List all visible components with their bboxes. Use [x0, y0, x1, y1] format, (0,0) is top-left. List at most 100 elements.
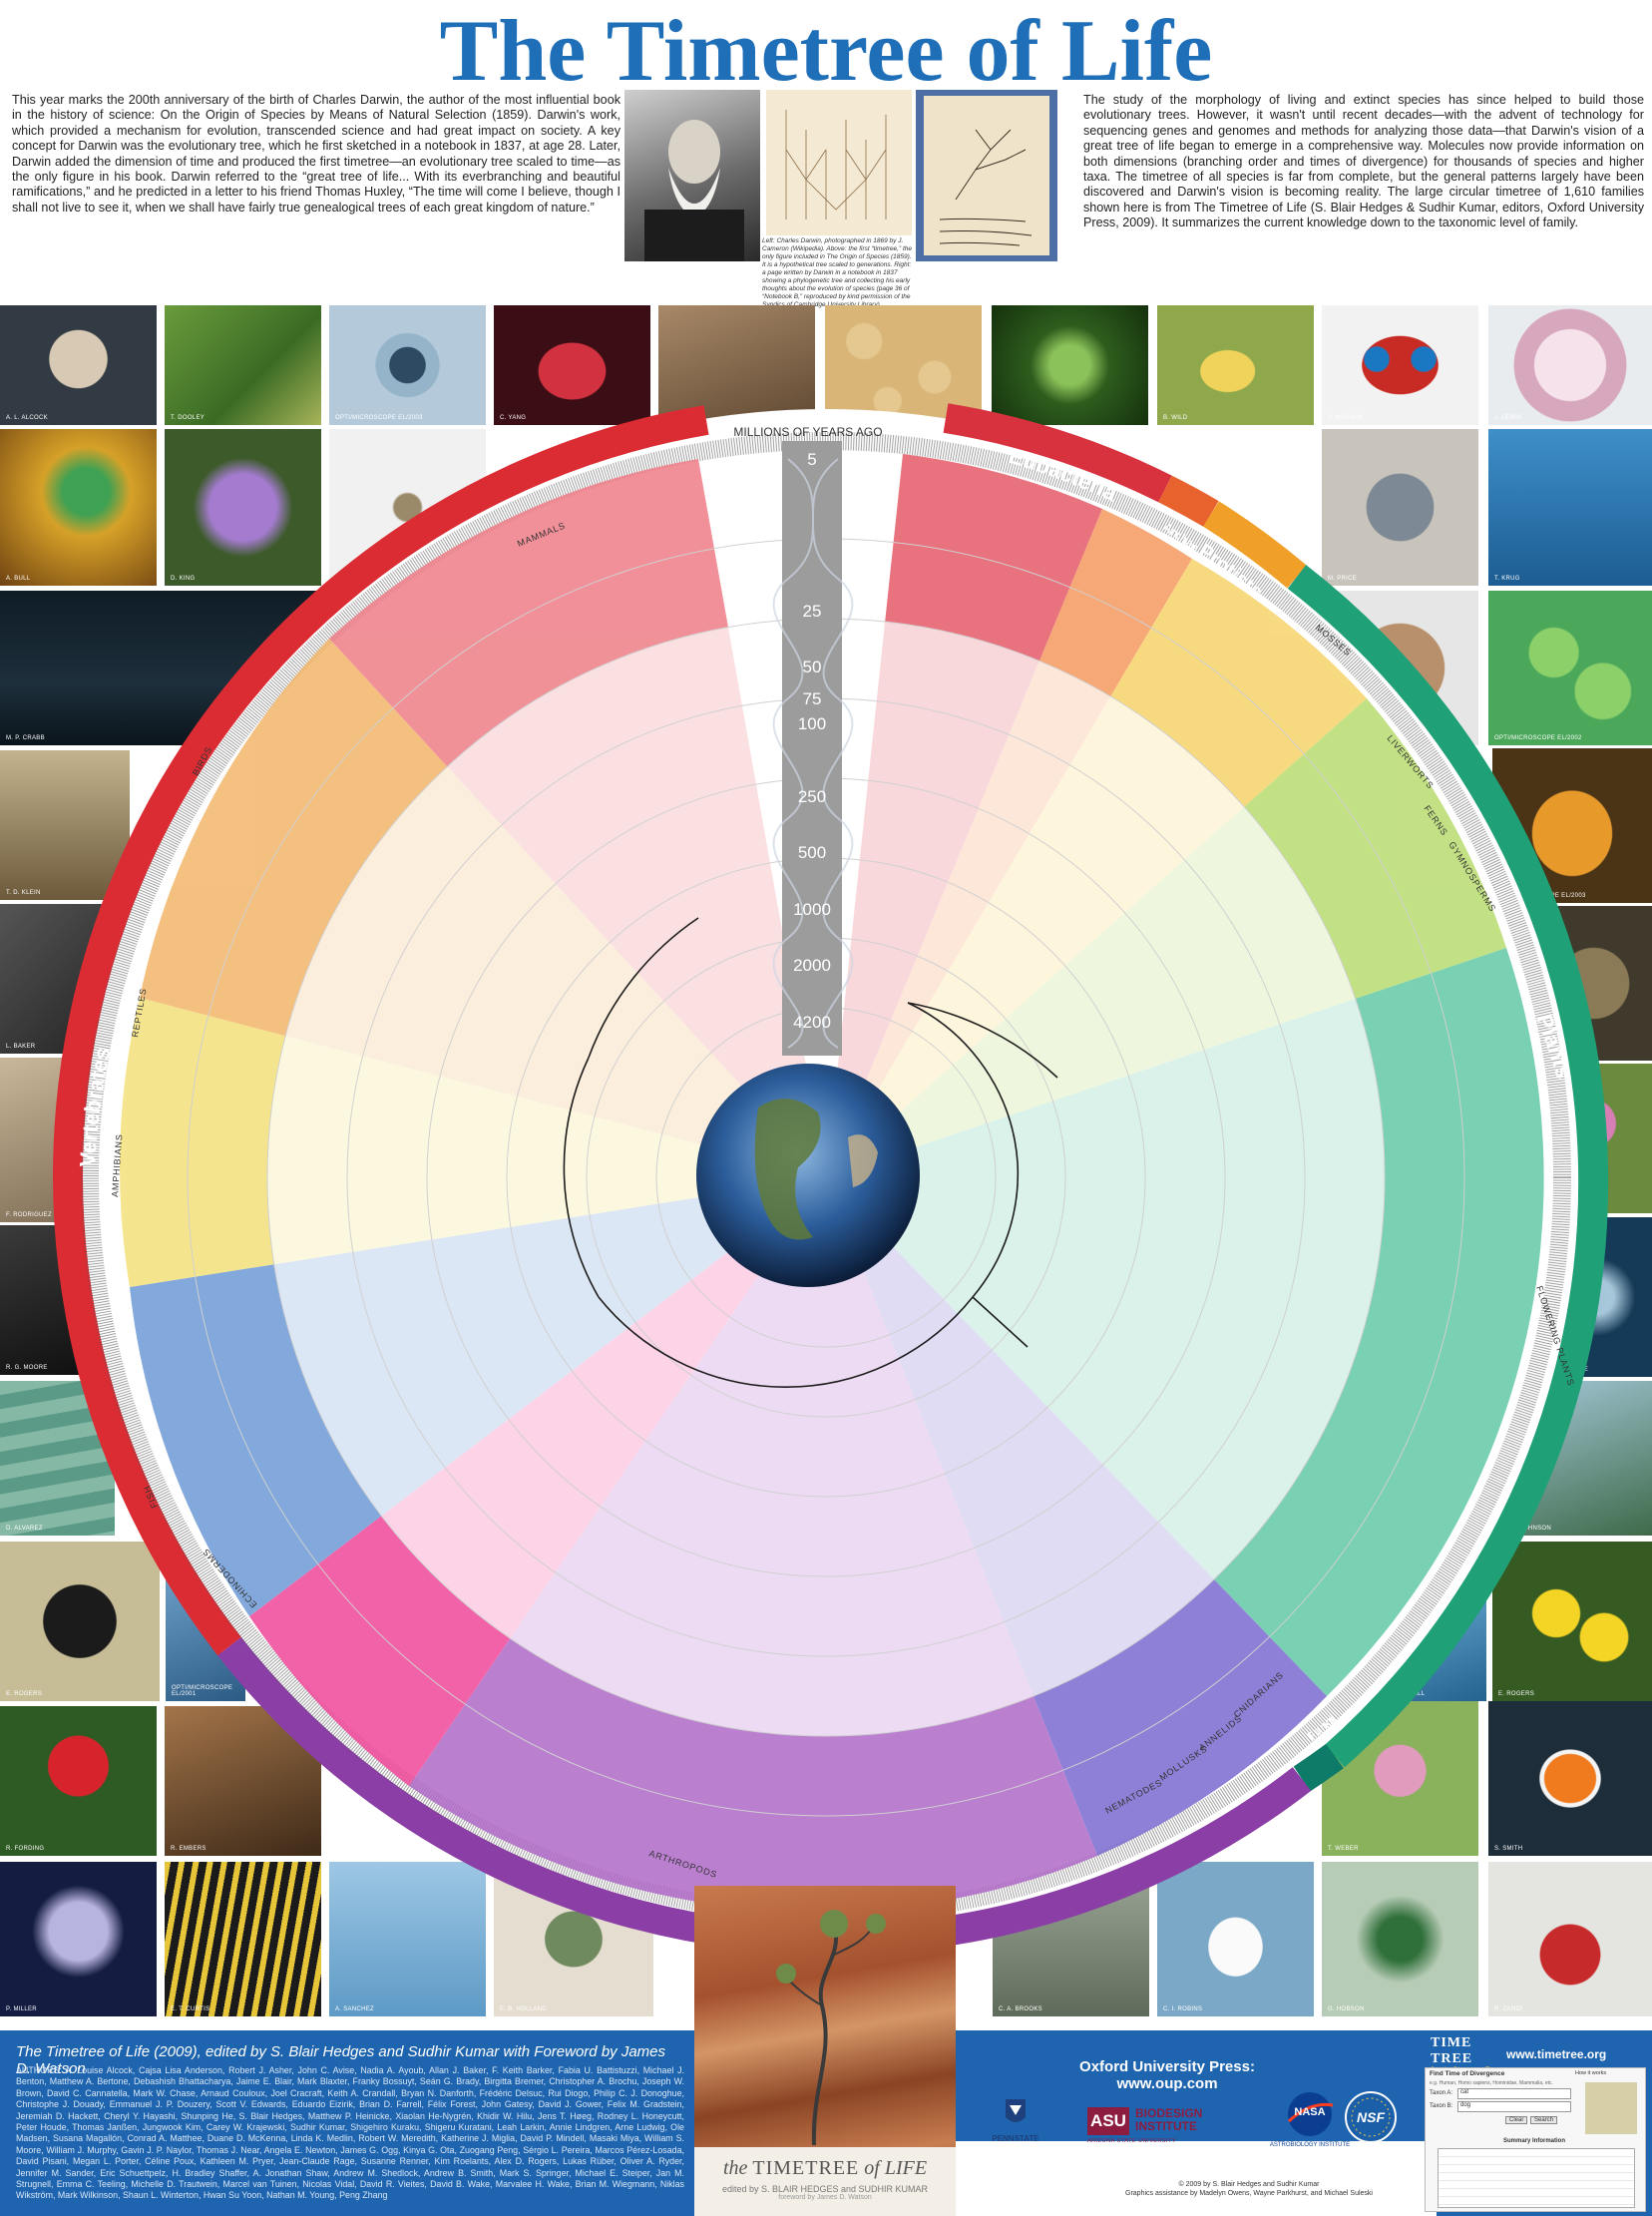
book-cover-title-panel: the TIMETREE of LIFE edited by S. BLAIR …	[694, 2147, 956, 2216]
photo-yellow-flowers: E. ROGERS	[1492, 1542, 1652, 1701]
clear-button[interactable]: Clear	[1505, 2116, 1528, 2124]
photo-credit: G. HOBSON	[1328, 2006, 1365, 2012]
photo-credit: M. PRICE	[1328, 576, 1358, 582]
timetree-logo-b: TREE	[1431, 2051, 1473, 2066]
photo-credit: R. G. MOORE	[6, 1365, 48, 1371]
earth-landmass	[754, 1099, 821, 1240]
photo-credit: C. A. BROOKS	[999, 2006, 1042, 2012]
timetree-url[interactable]: www.timetree.org	[1506, 2047, 1607, 2061]
photo-credit: J. LEWIS	[1494, 415, 1522, 421]
poster-title: The Timetree of Life	[439, 3, 1213, 100]
photo-credit: T. DOOLEY	[171, 415, 206, 421]
tick-100: 100	[798, 714, 826, 733]
ring-fungi	[1293, 1743, 1344, 1792]
photo-green-algae: OPTI/MICROSCOPE EL/2002	[1488, 591, 1652, 745]
photo-credit: A. BULL	[6, 576, 31, 582]
photo-credit: A. SANCHEZ	[335, 2006, 375, 2012]
photo-credit: C. I. ROBINS	[1163, 2006, 1203, 2012]
ring-protists	[1202, 501, 1307, 589]
photo-credit: OPTI/MICROSCOPE EL/2002	[1494, 735, 1582, 741]
summary-table	[1438, 2148, 1635, 2208]
taxon-b-input[interactable]: dog	[1457, 2101, 1571, 2112]
photo-microscope-cell: OPTI/MICROSCOPE EL/2003	[329, 305, 486, 425]
photo-credit: L. BAKER	[6, 1044, 36, 1050]
footer-authors: AUTHORS: A. Louise Alcock, Cajsa Lisa An…	[16, 2065, 684, 2201]
asu-biodesign-logo[interactable]: ASU BIODESIGN INSTITUTE ARIZONA STATE UNI…	[1087, 2107, 1257, 2147]
book-cover-tree-illustration	[776, 1910, 886, 2146]
sponsor-logos-panel	[956, 2141, 1437, 2216]
darwin-portrait	[624, 90, 760, 261]
nasa-logo[interactable]: NASA ASTROBIOLOGY INSTITUTE	[1255, 2091, 1365, 2151]
nsf-label: NSF	[1357, 2109, 1385, 2125]
tick-1000: 1000	[793, 900, 831, 919]
photo-green-bee: A. BULL	[0, 429, 157, 586]
darwin-portrait-illustration	[644, 120, 744, 261]
timetree-diagram: Eubacteria Archaea Protists Plants Fungi…	[53, 403, 1609, 1956]
deep-branches	[563, 917, 1058, 1388]
ring-eubacteria	[943, 403, 1172, 503]
nsf-logo[interactable]: NSF	[1343, 2089, 1399, 2145]
oup-link[interactable]: Oxford University Press: www.oup.com	[1079, 2058, 1255, 2092]
timescale-heading: MILLIONS OF YEARS AGO	[733, 425, 882, 439]
tick-4200: 4200	[793, 1013, 831, 1032]
photo-credit: D. KING	[171, 576, 196, 582]
photo-purple-flower: D. KING	[165, 429, 321, 586]
photo-betta-fish: C. YANG	[494, 305, 650, 425]
intro-text-left: This year marks the 200th anniversary of…	[12, 93, 620, 215]
photo-credit: E. ROGERS	[6, 1691, 43, 1697]
photo-chimpanzee: E. ROGERS	[0, 1542, 160, 1701]
search-button[interactable]: Search	[1530, 2116, 1558, 2124]
photo-caterpillar: B. WILD	[1157, 305, 1314, 425]
timetree-logo[interactable]: TIME TREE Species Divergence Times	[1431, 2035, 1510, 2073]
search-hint: e.g. Human, Homo sapiens, Hominidae, Mam…	[1430, 2080, 1553, 2086]
photo-shark: T. KRUG	[1488, 429, 1652, 586]
tick-75: 75	[803, 689, 822, 708]
nasa-meatball-icon	[1287, 2092, 1334, 2136]
photo-credit: L. JOHNSON	[1512, 1526, 1552, 1532]
institute-label: INSTITUTE	[1135, 2119, 1197, 2133]
dna-helix	[772, 458, 854, 1049]
timetree-mini-chart	[1585, 2082, 1637, 2134]
how-it-works-link[interactable]: How it works	[1575, 2070, 1607, 2076]
photo-credit: P. MILLER	[6, 2006, 37, 2012]
darwin-tree-sketch	[785, 110, 887, 220]
biodesign-label: BIODESIGN	[1135, 2106, 1203, 2120]
photo-tree-frog: T. DOOLEY	[165, 305, 321, 425]
photo-credit: E. B. HOLLAND	[500, 2006, 547, 2012]
find-divergence-label: Find Time of Divergence	[1430, 2070, 1505, 2077]
asu-sub-label: ARIZONA STATE UNIVERSITY	[1087, 2138, 1177, 2144]
taxon-b-label: Taxon B:	[1430, 2103, 1453, 2109]
photo-credit: OPTI/MICROSCOPE EL/2001	[172, 1685, 233, 1697]
tick-500: 500	[798, 843, 826, 862]
species-tip-labels	[81, 432, 1571, 1923]
photo-pigeon: M. PRICE	[1322, 429, 1478, 586]
photo-crab: A. SANCHEZ	[658, 305, 815, 425]
astrobiology-label: ASTROBIOLOGY INSTITUTE	[1269, 2142, 1351, 2148]
ring-vertebrates	[53, 405, 709, 1656]
photo-clownfish: S. SMITH	[1488, 1701, 1652, 1856]
photo-credit: F. RODRIGUEZ	[6, 1212, 52, 1218]
photo-elephant: T. D. KLEIN	[0, 750, 130, 900]
pennstate-logo[interactable]: PENNSTATE	[976, 2095, 1055, 2143]
book-cover[interactable]: the TIMETREE of LIFE edited by S. BLAIR …	[694, 1886, 956, 2216]
tick-5: 5	[807, 450, 816, 469]
photo-credit: E. ROGERS	[1498, 1691, 1535, 1697]
photo-credit: B. WILD	[1163, 415, 1188, 421]
photo-credit: M. P. CRABB	[6, 735, 45, 741]
darwin-notebook-sketch	[939, 129, 1032, 246]
earth-globe	[696, 1064, 920, 1287]
photo-credit: T. D. KLEIN	[6, 890, 41, 896]
photo-magnolia: J. LEWIS	[1488, 305, 1652, 425]
clade-label-amphibians: AMPHIBIANS	[110, 1133, 124, 1197]
pennstate-label: PENNSTATE	[992, 2134, 1039, 2143]
timetree-logo-a: TIME	[1431, 2035, 1472, 2050]
photo-tenrec: E. T. CURTIS	[165, 1862, 321, 2016]
tick-2000: 2000	[793, 956, 831, 975]
taxon-a-input[interactable]: cat	[1457, 2088, 1571, 2099]
photo-credit: T. KRUG	[1494, 576, 1520, 582]
taxon-a-label: Taxon A:	[1430, 2090, 1453, 2096]
photo-credit: P. MAGNUS	[1328, 415, 1364, 421]
darwin-caption: Left: Charles Darwin, photographed in 18…	[762, 237, 912, 308]
book-cover-title-c: of LIFE	[859, 2157, 928, 2179]
darwin-notebook-page	[916, 90, 1057, 261]
